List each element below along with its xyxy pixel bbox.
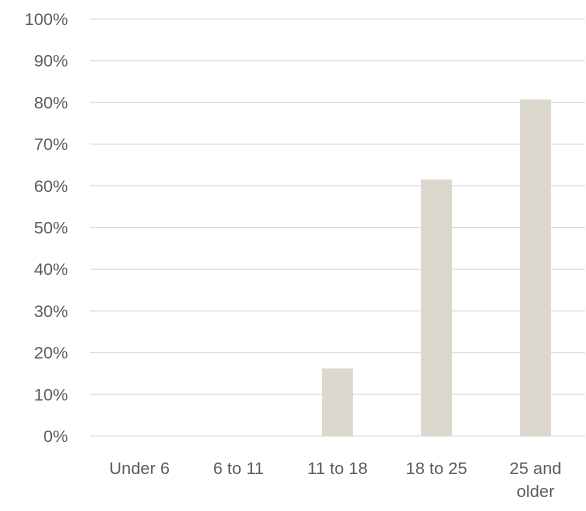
y-axis-tick-labels: 0% 10% 20% 30% 40% 50% 60% 70% 80% 90% 100% <box>25 10 68 446</box>
x-tick-label: 6 to 11 <box>213 459 264 478</box>
y-tick-label: 50% <box>34 219 68 238</box>
y-tick-label: 90% <box>34 52 68 71</box>
x-tick-label: 25 and older <box>510 459 562 501</box>
y-tick-label: 0% <box>43 427 68 446</box>
y-tick-label: 60% <box>34 177 68 196</box>
y-tick-label: 80% <box>34 93 68 112</box>
y-tick-label: 70% <box>34 135 68 154</box>
bar <box>520 99 551 436</box>
gridlines <box>90 18 585 437</box>
y-tick-label: 100% <box>25 10 68 29</box>
x-tick-label: 11 to 18 <box>307 459 367 478</box>
y-tick-label: 30% <box>34 302 68 321</box>
y-tick-label: 10% <box>34 385 68 404</box>
x-tick-label: 18 to 25 <box>406 459 467 478</box>
x-axis-tick-labels: Under 6 6 to 11 11 to 18 18 to 25 25 and olde… <box>109 459 561 501</box>
bar <box>322 368 353 436</box>
x-tick-label: Under 6 <box>109 459 169 478</box>
bars <box>322 99 551 437</box>
y-tick-label: 40% <box>34 260 68 279</box>
y-tick-label: 20% <box>34 344 68 363</box>
bar <box>421 179 452 437</box>
